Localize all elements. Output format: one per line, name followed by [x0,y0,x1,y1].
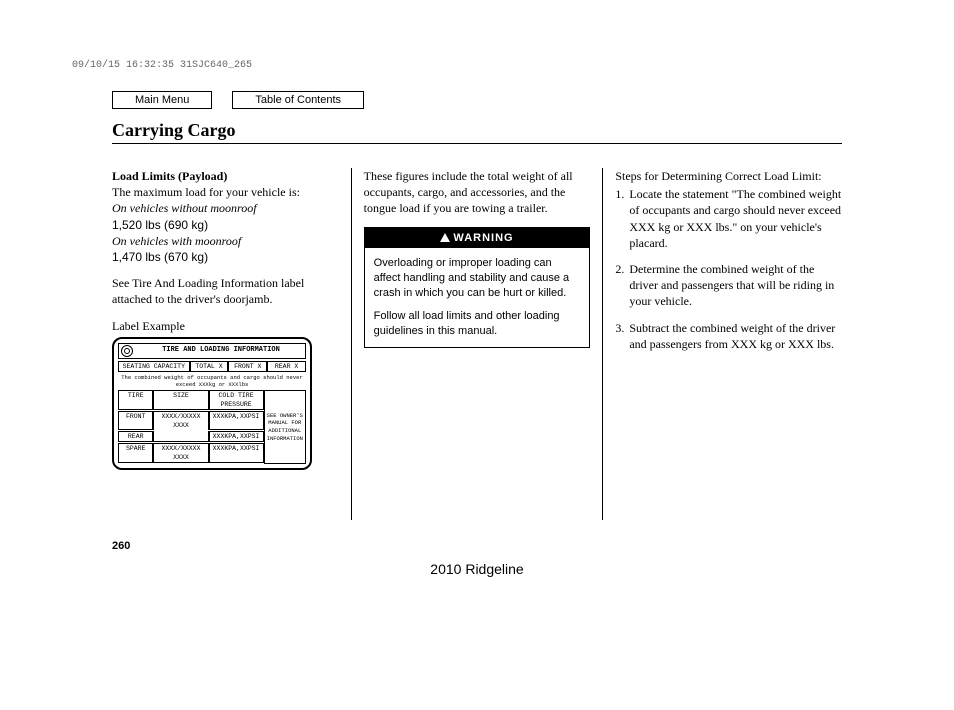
label-press-h: COLD TIRE PRESSURE [209,390,264,410]
nav-bar: Main Menu Table of Contents [112,91,364,109]
label-size-blank [153,431,208,442]
label-front-r: FRONT [118,411,153,430]
label-total: TOTAL X [190,361,229,372]
label-side-note: SEE OWNER'S MANUAL FOR ADDITIONAL INFORM… [264,390,306,465]
footer-model: 2010 Ridgeline [0,561,954,577]
step-2-num: 2. [615,261,629,310]
label-front: FRONT X [228,361,267,372]
label-title: TIRE AND LOADING INFORMATION [137,346,305,355]
label-size-v3: XXXX/XXXXX XXXX [153,443,208,463]
warning-icon [440,233,450,242]
label-rear-r: REAR [118,431,153,442]
label-seating: SEATING CAPACITY [118,361,190,372]
intro-text: The maximum load for your vehicle is: [112,184,339,200]
label-size-h: SIZE [153,390,208,410]
page-title: Carrying Cargo [112,120,842,144]
label-size-v: XXXX/XXXXX XXXX [153,411,208,430]
warning-box: WARNING Overloading or improper loading … [364,227,591,348]
label-tire-h: TIRE [118,390,153,410]
tire-icon [121,345,133,357]
warning-p2: Follow all load limits and other loading… [374,309,581,339]
step-2: 2. Determine the combined weight of the … [615,261,842,310]
variant-b-value: 1,470 lbs (670 kg) [112,249,339,265]
label-press-v1: XXXKPA,XXPSI [209,411,264,430]
step-3-num: 3. [615,320,629,352]
label-caption: Label Example [112,318,339,334]
warning-header: WARNING [365,228,590,249]
warning-title: WARNING [453,231,513,246]
variant-b-label: On vehicles with moonroof [112,233,339,249]
step-1-text: Locate the statement "The combined weigh… [629,186,842,251]
column-3: Steps for Determining Correct Load Limit… [603,168,842,520]
timestamp: 09/10/15 16:32:35 31SJC640_265 [72,60,252,71]
page-number: 260 [112,540,130,552]
steps-intro: Steps for Determining Correct Load Limit… [615,168,842,184]
warning-p1: Overloading or improper loading can affe… [374,256,581,301]
section-heading: Load Limits (Payload) [112,168,339,184]
label-press-v3: XXXKPA,XXPSI [209,443,264,463]
variant-a-label: On vehicles without moonroof [112,200,339,216]
step-1-num: 1. [615,186,629,251]
step-1: 1. Locate the statement "The combined we… [615,186,842,251]
col2-intro: These figures include the total weight o… [364,168,591,217]
variant-a-value: 1,520 lbs (690 kg) [112,217,339,233]
step-3: 3. Subtract the combined weight of the d… [615,320,842,352]
toc-button[interactable]: Table of Contents [232,91,364,109]
label-press-v2: XXXKPA,XXPSI [209,431,264,442]
column-1: Load Limits (Payload) The maximum load f… [112,168,352,520]
see-label-text: See Tire And Loading Information label a… [112,275,339,307]
column-2: These figures include the total weight o… [352,168,604,520]
content-columns: Load Limits (Payload) The maximum load f… [112,168,842,520]
tire-label-graphic: TIRE AND LOADING INFORMATION SEATING CAP… [112,337,312,471]
label-rear: REAR X [267,361,306,372]
label-spare-r: SPARE [118,443,153,463]
label-note: The combined weight of occupants and car… [118,373,306,390]
step-3-text: Subtract the combined weight of the driv… [629,320,842,352]
main-menu-button[interactable]: Main Menu [112,91,212,109]
step-2-text: Determine the combined weight of the dri… [629,261,842,310]
